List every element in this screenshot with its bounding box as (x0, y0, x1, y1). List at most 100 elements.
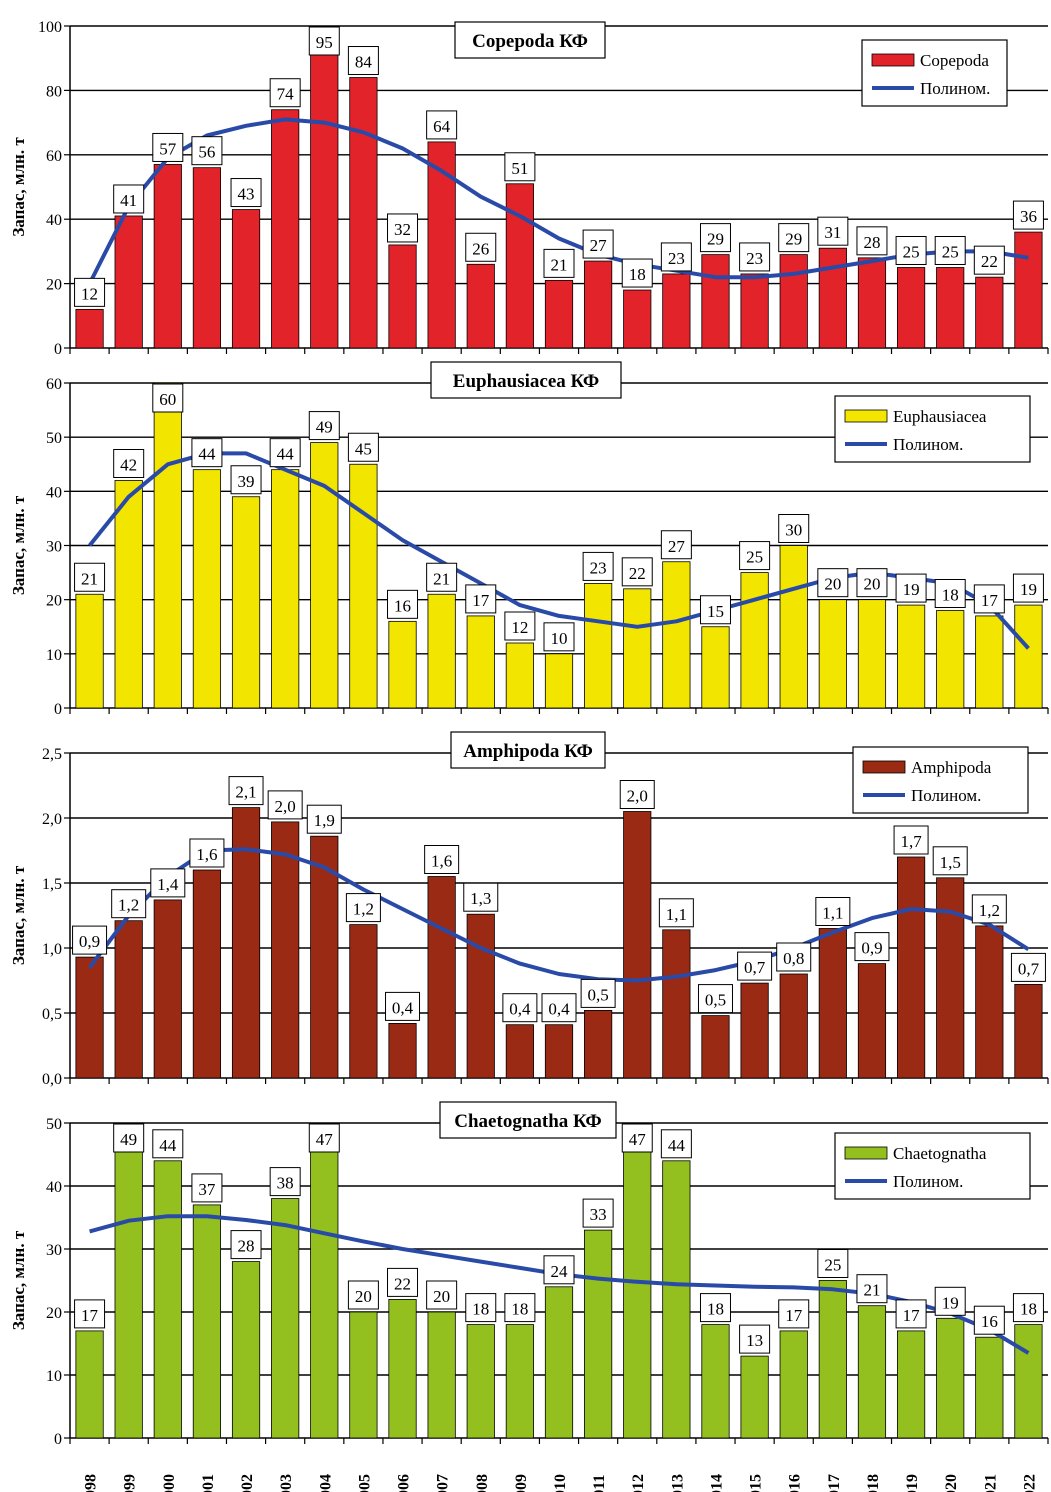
data-label-box (973, 245, 1005, 275)
data-label: 45 (347, 432, 379, 462)
bar (114, 920, 143, 1079)
x-tick-label: 2018 (865, 1474, 882, 1492)
bar (662, 273, 691, 349)
data-label-box (778, 514, 810, 543)
data-label-text: 44 (277, 445, 295, 464)
data-label: 51 (504, 152, 536, 182)
data-label: 0,8 (776, 942, 812, 972)
bar (271, 109, 300, 349)
data-label-text: 19 (903, 580, 920, 599)
bar (544, 1286, 574, 1439)
data-label: 25 (895, 236, 927, 265)
data-label-box (973, 1305, 1005, 1335)
chart-title-text: Amphipoda КФ (463, 741, 593, 762)
data-label: 49 (113, 1123, 145, 1153)
data-label-text: 20 (863, 575, 880, 594)
data-label-text: 20 (433, 1287, 450, 1306)
data-label: 30 (778, 514, 810, 543)
data-label-box (424, 845, 460, 874)
data-label-text: 1,2 (118, 896, 139, 915)
data-label-box (267, 790, 303, 820)
data-label-box (191, 1173, 223, 1203)
data-label-text: 44 (198, 445, 216, 464)
data-label-text: 22 (629, 564, 646, 583)
data-label: 33 (582, 1198, 614, 1228)
data-label-box (697, 984, 733, 1014)
data-label-box (347, 432, 379, 462)
data-label: 0,4 (385, 991, 421, 1021)
data-label-box (778, 1299, 810, 1329)
bar (740, 1355, 769, 1439)
data-label-text: 57 (159, 139, 177, 158)
data-label-box (347, 46, 379, 76)
data-label-text: 12 (511, 618, 528, 637)
data-label-text: 29 (785, 230, 802, 249)
data-label-box (152, 1129, 184, 1159)
data-label-box (973, 584, 1005, 614)
y-axis-label: Запас, млн. т (9, 137, 28, 237)
bar (231, 496, 261, 709)
data-label: 21 (426, 562, 458, 592)
chart-title-box (454, 21, 606, 59)
bar (818, 928, 847, 1079)
bar (466, 615, 495, 709)
data-label: 21 (74, 562, 106, 592)
data-label: 23 (582, 551, 614, 581)
bar (662, 1160, 691, 1439)
data-label-text: 56 (198, 143, 215, 162)
data-label-text: 0,9 (79, 932, 100, 951)
bar (505, 183, 534, 349)
data-label-text: 16 (394, 596, 411, 615)
bar (271, 821, 300, 1079)
data-label-box (895, 573, 927, 603)
data-label-box (699, 595, 731, 625)
bar (818, 247, 847, 349)
data-label: 16 (973, 1305, 1005, 1335)
bar (192, 469, 222, 709)
bar (896, 1330, 926, 1439)
data-label-box (971, 894, 1007, 924)
y-tick-label: 2,5 (42, 746, 62, 763)
legend-box (861, 39, 1008, 107)
data-label-text: 18 (707, 1300, 724, 1319)
data-label: 56 (191, 136, 223, 166)
data-label-box (739, 541, 771, 571)
bar (936, 877, 965, 1079)
data-label-text: 24 (551, 1262, 569, 1281)
data-label: 49 (308, 411, 340, 441)
data-label: 1,7 (893, 825, 929, 855)
data-label: 24 (543, 1255, 575, 1285)
bar (75, 593, 104, 709)
y-tick-label: 60 (46, 376, 62, 393)
data-label-box (621, 258, 653, 288)
data-label: 0,4 (541, 993, 577, 1023)
bar (349, 77, 378, 349)
data-label-box (856, 1274, 888, 1304)
x-tick-label: 1998 (83, 1474, 100, 1492)
data-label-text: 17 (785, 1306, 803, 1325)
bar (310, 1141, 339, 1439)
data-label: 74 (269, 78, 301, 108)
data-label-box (815, 897, 851, 926)
data-label-text: 17 (81, 1306, 99, 1325)
data-label-text: 17 (981, 591, 999, 610)
chart-title: Euphausiacea КФ (430, 361, 622, 399)
data-label-box (699, 1293, 731, 1323)
bar (192, 167, 222, 349)
data-label-box (345, 893, 381, 923)
bar (349, 463, 378, 709)
data-label-text: 51 (511, 159, 528, 178)
x-tick-label: 2005 (356, 1474, 373, 1492)
x-tick-label: 2008 (474, 1474, 491, 1492)
bar (857, 963, 887, 1079)
legend-box (834, 395, 1031, 463)
x-tick-label: 2019 (904, 1474, 921, 1492)
bar (310, 41, 339, 349)
bar (427, 593, 456, 709)
data-label: 1,3 (463, 882, 499, 912)
x-tick-label: 2016 (787, 1474, 804, 1492)
data-label-text: 23 (668, 249, 685, 268)
bar (544, 279, 574, 349)
bar (388, 1299, 417, 1439)
